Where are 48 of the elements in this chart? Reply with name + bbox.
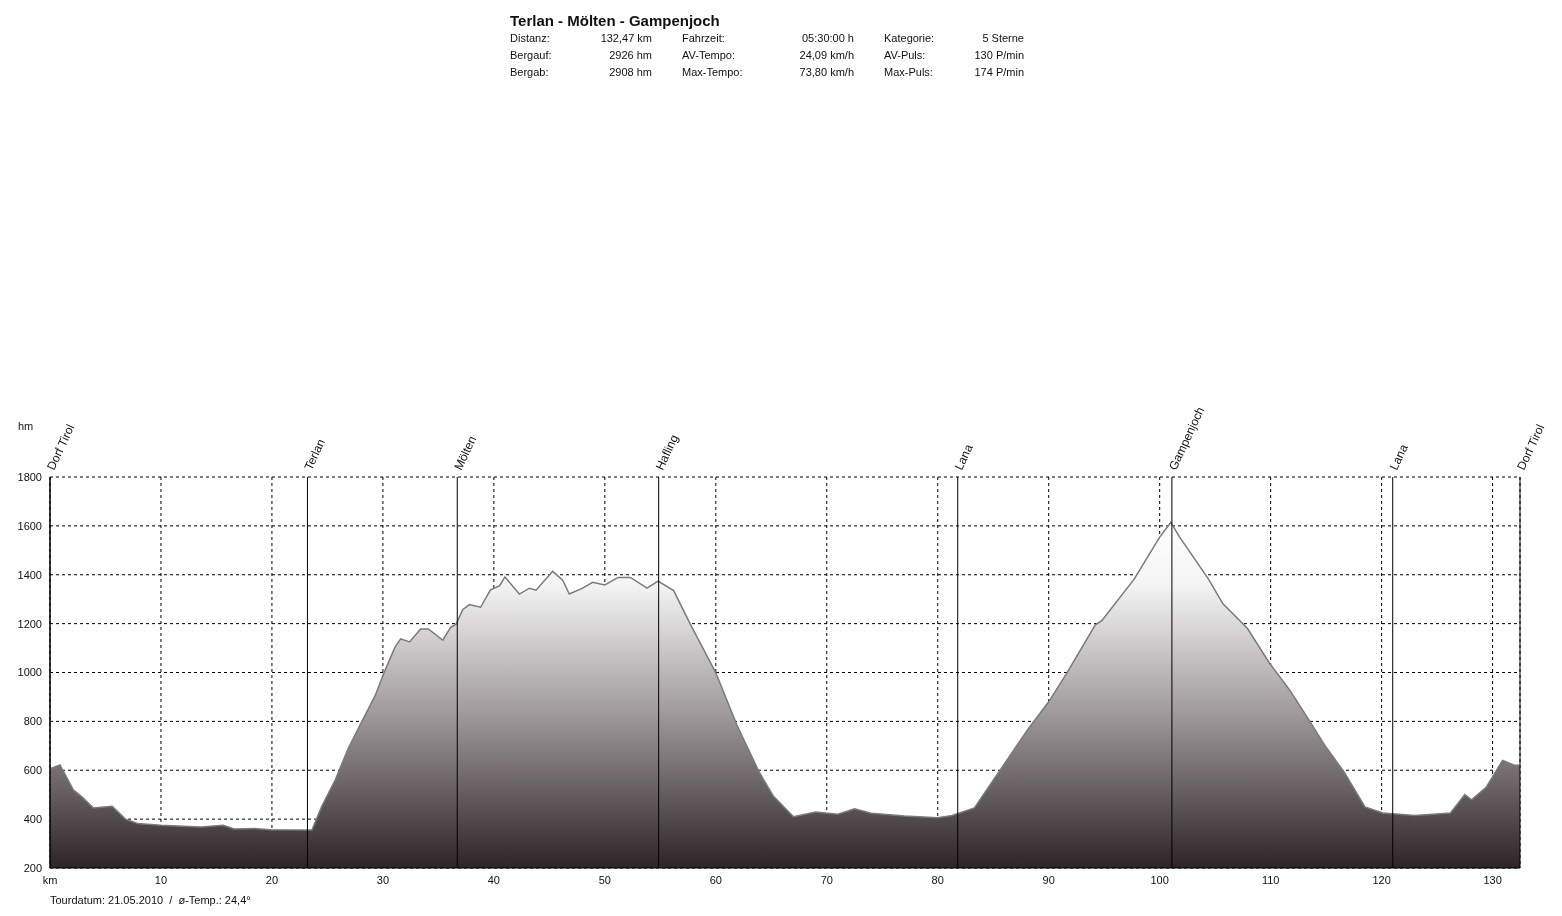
x-tick-label: 30 bbox=[376, 873, 390, 886]
y-tick-label: 800 bbox=[23, 715, 42, 728]
text: Distanz: bbox=[510, 32, 551, 44]
x-tick-label: 40 bbox=[487, 873, 500, 886]
text: 132,47 km bbox=[599, 32, 652, 44]
ref-line-label: Dorf Tirol bbox=[1514, 422, 1548, 473]
y-tick-label: 1000 bbox=[17, 666, 42, 679]
x-tick-label: 80 bbox=[931, 873, 944, 886]
ref-line-label: Lana bbox=[1386, 441, 1411, 473]
text: 24,09 km/h bbox=[798, 49, 854, 61]
y-tick-label: 1600 bbox=[17, 519, 42, 532]
text: Bergauf: bbox=[510, 49, 553, 61]
y-tick-label: 1800 bbox=[17, 470, 42, 483]
x-tick-label: 60 bbox=[709, 873, 722, 886]
text: Fahrzeit: bbox=[681, 32, 726, 44]
text: 130 P/min bbox=[973, 49, 1024, 61]
chart-title: Terlan - Mölten - Gampenjoch bbox=[510, 12, 720, 29]
y-axis-title: hm bbox=[18, 420, 34, 432]
x-tick-label: 70 bbox=[820, 873, 833, 886]
text: 05:30:00 h bbox=[801, 32, 854, 44]
text: 5 Sterne bbox=[981, 32, 1024, 44]
x-tick-label: 100 bbox=[1150, 873, 1169, 886]
text: 73,80 km/h bbox=[798, 66, 854, 78]
y-tick-label: 400 bbox=[23, 813, 42, 826]
text: 2926 hm bbox=[608, 49, 652, 61]
x-tick-label: 10 bbox=[154, 873, 168, 886]
x-tick-label: 50 bbox=[598, 873, 611, 886]
text: Bergab: bbox=[510, 66, 550, 78]
x-tick-label: 90 bbox=[1042, 873, 1055, 886]
text: 174 P/min bbox=[973, 66, 1024, 78]
x-tick-label: km bbox=[42, 873, 58, 886]
text: AV-Puls: bbox=[883, 49, 927, 61]
text: 2908 hm bbox=[608, 66, 652, 78]
text: Max-Puls: bbox=[883, 66, 934, 78]
ref-line-label: Lana bbox=[951, 441, 976, 473]
text: Tourdatum: 21.05.2010 / ø-Temp.: 24,4° bbox=[50, 894, 251, 906]
ref-line-label: Dorf Tirol bbox=[44, 422, 78, 473]
x-tick-label: 120 bbox=[1372, 873, 1391, 886]
x-tick-label: 20 bbox=[265, 873, 279, 886]
x-tick-label: 110 bbox=[1261, 873, 1280, 886]
x-tick-label: 130 bbox=[1483, 873, 1502, 886]
text: Kategorie: bbox=[883, 32, 936, 44]
y-tick-label: 200 bbox=[23, 861, 42, 874]
y-tick-label: 1200 bbox=[17, 617, 42, 630]
y-tick-label: 600 bbox=[23, 764, 42, 777]
text: AV-Tempo: bbox=[681, 49, 736, 61]
text: Max-Tempo: bbox=[681, 66, 744, 78]
y-tick-label: 1400 bbox=[17, 568, 42, 581]
